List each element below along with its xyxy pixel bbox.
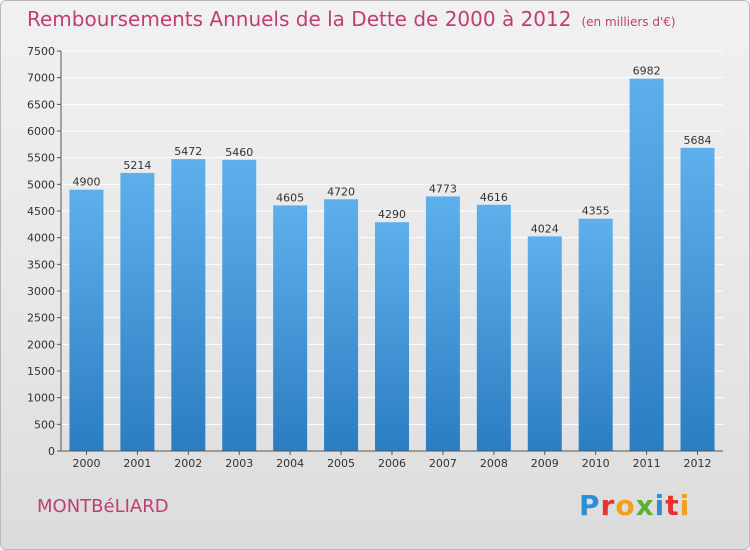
y-axis: 0 500 1000 1500 2000 2500 3000 3500 4000 4500 5000… bbox=[27, 45, 62, 458]
y-tick-label: 7000 bbox=[27, 72, 55, 85]
value-label: 4720 bbox=[327, 185, 355, 198]
x-tick-label: 2001 bbox=[123, 457, 151, 470]
logo-letter: r bbox=[600, 489, 616, 522]
value-label: 4290 bbox=[378, 208, 406, 221]
x-tick-label: 2005 bbox=[327, 457, 355, 470]
x-tick-label: 2000 bbox=[72, 457, 100, 470]
bar-2001 bbox=[120, 172, 155, 452]
unit-note: (en milliers d'€) bbox=[581, 15, 676, 29]
logo-letter: t bbox=[665, 489, 680, 522]
y-tick-label: 0 bbox=[48, 445, 55, 458]
y-tick-label: 5500 bbox=[27, 152, 55, 165]
y-tick-label: 2500 bbox=[27, 312, 55, 325]
value-label: 6982 bbox=[633, 65, 661, 78]
y-tick-label: 4000 bbox=[27, 232, 55, 245]
city-name: MONTBéLIARD bbox=[37, 496, 169, 517]
bar-2009 bbox=[527, 236, 562, 451]
value-label: 4773 bbox=[429, 182, 457, 195]
bar-2004 bbox=[273, 205, 308, 451]
y-tick-label: 1000 bbox=[27, 392, 55, 405]
y-tick-label: 5000 bbox=[27, 178, 55, 191]
bar-2012 bbox=[680, 147, 715, 451]
bar-2006 bbox=[375, 222, 409, 451]
x-tick-label: 2009 bbox=[531, 457, 559, 470]
bar-2000 bbox=[69, 189, 104, 451]
x-tick-label: 2004 bbox=[276, 457, 304, 470]
value-label: 4024 bbox=[531, 222, 559, 235]
value-label: 5214 bbox=[123, 159, 151, 172]
x-tick-label: 2007 bbox=[429, 457, 457, 470]
value-label: 4616 bbox=[480, 191, 508, 204]
x-tick-label: 2008 bbox=[480, 457, 508, 470]
y-tick-label: 3500 bbox=[27, 258, 55, 271]
x-tick-label: 2011 bbox=[633, 457, 661, 470]
bar-2005 bbox=[324, 199, 359, 451]
y-tick-label: 6500 bbox=[27, 98, 55, 111]
bar-2008 bbox=[476, 204, 511, 451]
y-tick-label: 6000 bbox=[27, 125, 55, 138]
x-tick-label: 2012 bbox=[684, 457, 712, 470]
value-label: 4900 bbox=[72, 176, 100, 189]
value-label: 5684 bbox=[684, 134, 712, 147]
y-tick-label: 3000 bbox=[27, 285, 55, 298]
logo-letter: P bbox=[579, 489, 601, 522]
y-tick-label: 1500 bbox=[27, 365, 55, 378]
bars: 4900 5214 5472 5460 4605 4720 4290 4773 4616 4024… bbox=[69, 65, 715, 452]
x-tick-label: 2006 bbox=[378, 457, 406, 470]
bar-2002 bbox=[171, 159, 206, 451]
proxiti-logo: Proxiti bbox=[579, 489, 690, 522]
chart-title-block: Remboursements Annuels de la Dette de 20… bbox=[27, 7, 676, 31]
logo-letter: x bbox=[635, 489, 655, 522]
y-tick-label: 500 bbox=[34, 418, 55, 431]
x-tick-label: 2003 bbox=[225, 457, 253, 470]
bar-2003 bbox=[222, 159, 257, 452]
bar-2010 bbox=[578, 218, 613, 451]
y-tick-label: 2000 bbox=[27, 338, 55, 351]
logo-letter: i bbox=[679, 489, 691, 522]
logo-letter: i bbox=[654, 489, 666, 522]
chart-title: Remboursements Annuels de la Dette de 20… bbox=[27, 7, 572, 31]
value-label: 5460 bbox=[225, 146, 253, 159]
y-tick-label: 4500 bbox=[27, 205, 55, 218]
x-tick-label: 2002 bbox=[174, 457, 202, 470]
y-tick-label: 7500 bbox=[27, 45, 55, 58]
value-label: 4355 bbox=[582, 205, 610, 218]
x-tick-label: 2010 bbox=[582, 457, 610, 470]
logo-letter: o bbox=[615, 489, 636, 522]
bar-2007 bbox=[425, 196, 460, 451]
value-label: 4605 bbox=[276, 191, 304, 204]
bar-2011 bbox=[629, 78, 664, 452]
value-label: 5472 bbox=[174, 145, 202, 158]
x-axis: 2000 2001 2002 2003 2004 2005 2006 2007 2008 2009… bbox=[61, 450, 723, 470]
